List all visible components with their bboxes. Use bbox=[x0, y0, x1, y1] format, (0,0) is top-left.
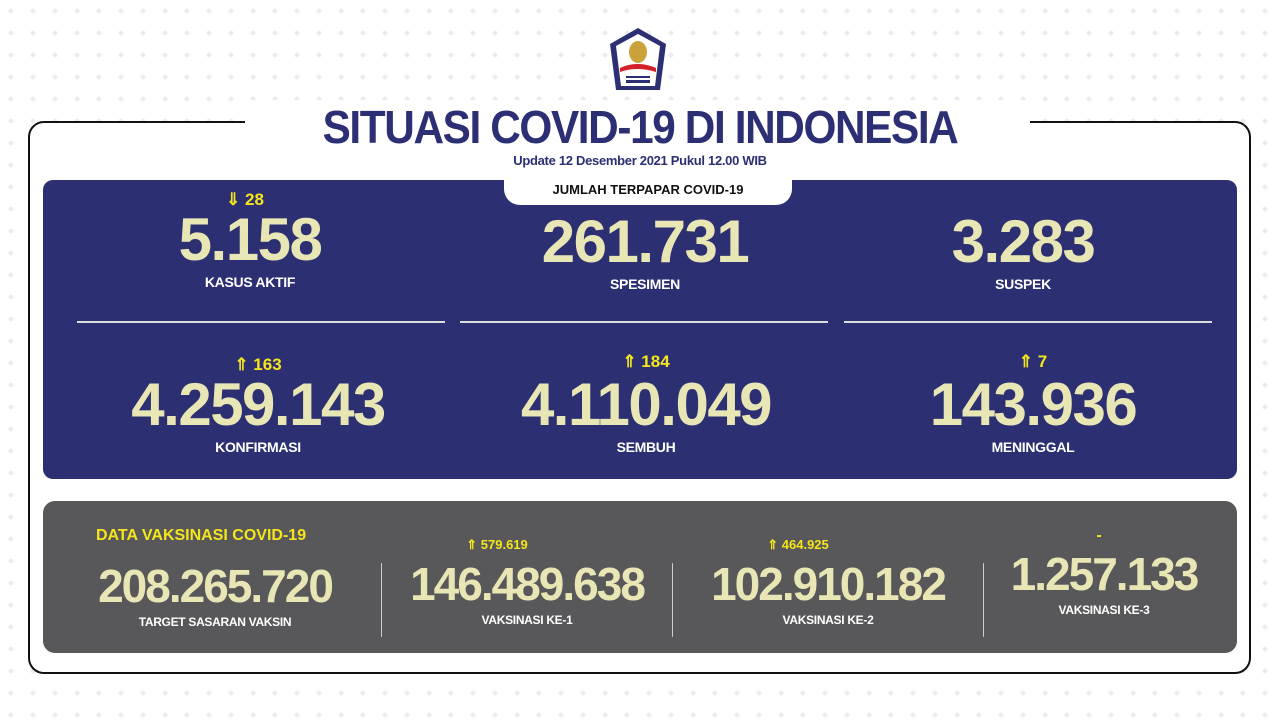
chevron-up-icon: ⇑ bbox=[1018, 352, 1034, 371]
update-timestamp: Update 12 Desember 2021 Pukul 12.00 WIB bbox=[513, 153, 767, 168]
chevron-down-icon: ⇓ bbox=[226, 190, 241, 209]
delta: 28 bbox=[245, 190, 264, 209]
chevron-up-icon: ⇑ bbox=[767, 537, 779, 552]
divider bbox=[983, 563, 984, 637]
label: SUSPEK bbox=[995, 276, 1051, 292]
label: VAKSINASI KE-1 bbox=[481, 613, 573, 627]
vaccine-dose-2: ⇑ 464.925 102.910.182 VAKSINASI KE-2 bbox=[673, 537, 983, 627]
label: TARGET SASARAN VAKSIN bbox=[138, 615, 292, 629]
value: 4.259.143 bbox=[131, 371, 386, 438]
divider bbox=[381, 563, 382, 637]
value: 4.110.049 bbox=[520, 371, 773, 438]
label: MENINGGAL bbox=[991, 439, 1075, 455]
delta: - bbox=[1096, 527, 1102, 544]
chevron-up-icon: ⇑ bbox=[622, 352, 637, 371]
value: 208.265.720 bbox=[98, 560, 334, 612]
stat-spesimen: 261.731 SPESIMEN bbox=[455, 208, 835, 293]
satgas-logo bbox=[610, 28, 666, 90]
divider bbox=[672, 563, 673, 637]
delta: 7 bbox=[1037, 352, 1048, 371]
value: 3.283 bbox=[951, 208, 1096, 275]
label: KASUS AKTIF bbox=[204, 274, 296, 290]
vaccine-dose-3: - 1.257.133 VAKSINASI KE-3 bbox=[984, 527, 1224, 617]
value: 1.257.133 bbox=[1010, 548, 1200, 600]
delta: 464.925 bbox=[781, 537, 829, 552]
chevron-up-icon: ⇑ bbox=[234, 355, 249, 374]
title-backdrop bbox=[245, 100, 1030, 170]
delta: 579.619 bbox=[480, 537, 528, 552]
stat-sembuh: ⇑ 184 4.110.049 SEMBUH bbox=[456, 352, 836, 455]
stat-kasus-aktif: ⇓ 28 5.158 KASUS AKTIF bbox=[60, 190, 440, 290]
value: 102.910.182 bbox=[711, 558, 947, 610]
label: SEMBUH bbox=[616, 439, 676, 455]
label: KONFIRMASI bbox=[215, 439, 301, 455]
divider bbox=[460, 321, 828, 323]
vaccination-panel bbox=[43, 501, 1237, 653]
stat-suspek: 3.283 SUSPEK bbox=[833, 208, 1213, 293]
label: SPESIMEN bbox=[610, 276, 680, 292]
value: 5.158 bbox=[178, 206, 323, 273]
value: 146.489.638 bbox=[410, 558, 646, 610]
label: VAKSINASI KE-3 bbox=[1058, 603, 1150, 617]
vaccine-dose-1: ⇑ 579.619 146.489.638 VAKSINASI KE-1 bbox=[382, 537, 672, 627]
label: VAKSINASI KE-2 bbox=[782, 613, 874, 627]
value: 261.731 bbox=[541, 208, 750, 275]
stat-konfirmasi: ⇑ 163 4.259.143 KONFIRMASI bbox=[68, 355, 448, 455]
exposure-tab-label: JUMLAH TERPAPAR COVID-19 bbox=[504, 178, 792, 205]
divider bbox=[844, 321, 1212, 323]
value: 143.936 bbox=[929, 371, 1138, 438]
stat-meninggal: ⇑ 7 143.936 MENINGGAL bbox=[843, 352, 1223, 455]
exposure-panel bbox=[43, 180, 1237, 479]
page-title: SITUASI COVID-19 DI INDONESIA bbox=[322, 101, 959, 153]
delta: 163 bbox=[253, 355, 282, 374]
chevron-up-icon: ⇑ bbox=[466, 537, 478, 552]
vaccination-title: DATA VAKSINASI COVID-19 bbox=[96, 527, 307, 544]
divider bbox=[77, 321, 445, 323]
vaccine-target: 208.265.720 TARGET SASARAN VAKSIN bbox=[55, 563, 375, 629]
delta: 184 bbox=[641, 352, 670, 371]
